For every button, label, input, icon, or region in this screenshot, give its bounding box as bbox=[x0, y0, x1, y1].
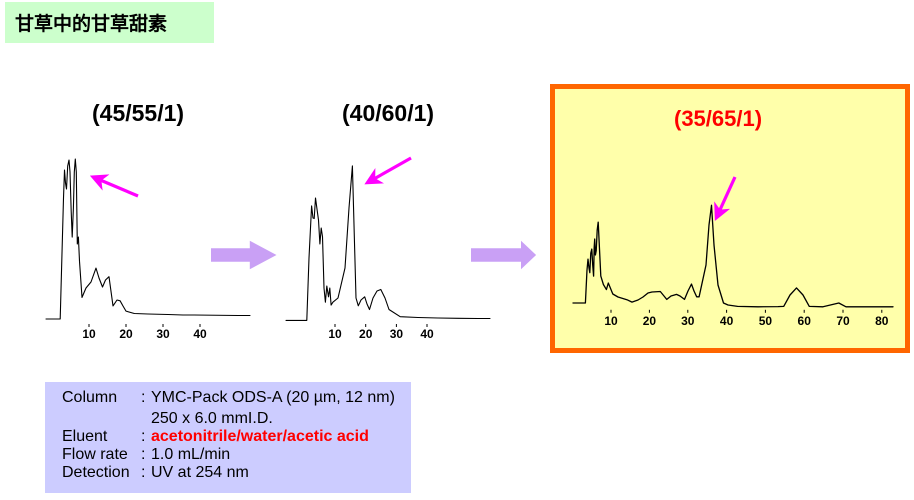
svg-text:20: 20 bbox=[359, 327, 373, 341]
svg-text:40: 40 bbox=[720, 314, 734, 328]
svg-text:10: 10 bbox=[604, 314, 618, 328]
svg-text:40: 40 bbox=[193, 327, 207, 341]
svg-text:70: 70 bbox=[836, 314, 850, 328]
svg-text:80: 80 bbox=[875, 314, 889, 328]
svg-text:30: 30 bbox=[681, 314, 695, 328]
svg-text:60: 60 bbox=[798, 314, 812, 328]
svg-text:10: 10 bbox=[82, 327, 96, 341]
svg-text:20: 20 bbox=[119, 327, 133, 341]
svg-text:40: 40 bbox=[420, 327, 434, 341]
svg-text:50: 50 bbox=[759, 314, 773, 328]
svg-text:10: 10 bbox=[328, 327, 342, 341]
svg-text:20: 20 bbox=[643, 314, 657, 328]
svg-text:30: 30 bbox=[156, 327, 170, 341]
svg-text:30: 30 bbox=[390, 327, 404, 341]
